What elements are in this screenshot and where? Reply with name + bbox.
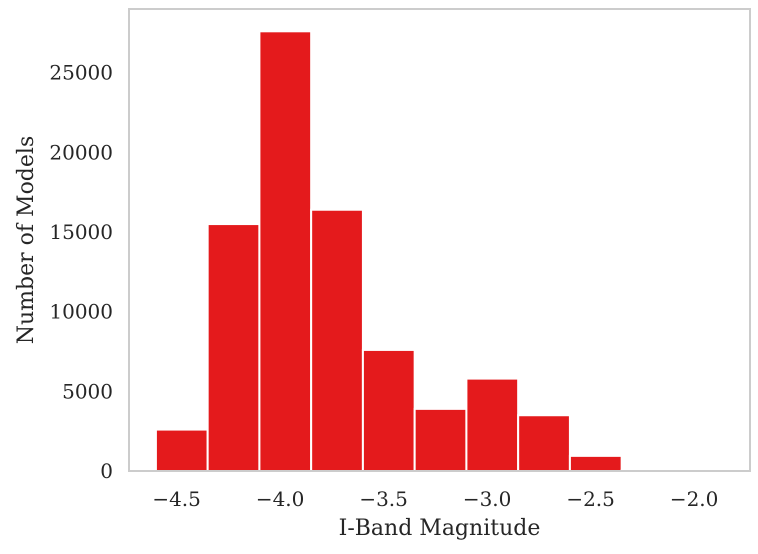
bars-layer (154, 30, 675, 473)
y-tick-label: 10000 (49, 300, 113, 324)
y-axis-label: Number of Models (14, 136, 39, 344)
x-tick-label: −4.5 (152, 487, 201, 511)
plot-frame (128, 8, 751, 472)
y-axis-ticks: 0 5000 10000 15000 20000 25000 (49, 61, 113, 483)
histogram-bar (258, 30, 313, 473)
x-tick-label: −4.0 (256, 487, 305, 511)
x-axis-ticks: −4.5 −4.0 −3.5 −3.0 −2.5 −2.0 (152, 487, 718, 511)
histogram-bar (206, 223, 261, 472)
y-tick-label: 5000 (62, 379, 113, 403)
y-tick-label: 20000 (49, 140, 113, 164)
histogram-bar (413, 407, 468, 472)
histogram-bar (361, 348, 416, 472)
histogram-bar (310, 208, 364, 472)
histogram-bar (568, 454, 623, 472)
y-tick-label: 15000 (49, 220, 113, 244)
x-axis-label: I-Band Magnitude (339, 516, 541, 541)
x-tick-label: −3.0 (463, 487, 512, 511)
histogram-bar (517, 414, 571, 473)
histogram-bar (154, 428, 209, 473)
x-tick-label: −2.0 (670, 487, 719, 511)
x-tick-label: −2.5 (566, 487, 615, 511)
y-tick-label: 25000 (49, 61, 113, 85)
x-tick-label: −3.5 (359, 487, 408, 511)
histogram-bar (465, 377, 520, 473)
y-tick-label: 0 (100, 459, 113, 483)
